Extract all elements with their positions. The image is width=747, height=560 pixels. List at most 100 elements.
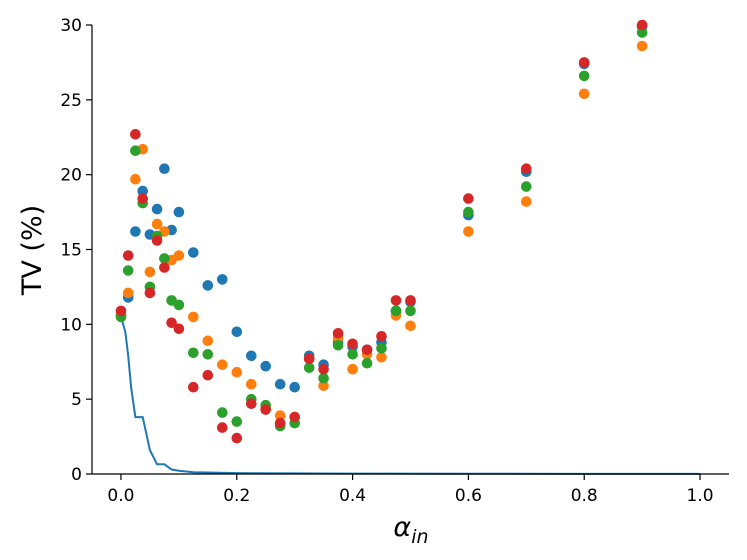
scatter-point [274,417,286,429]
scatter-point [173,299,185,311]
scatter-point [318,363,329,375]
scatter-point [231,416,243,427]
scatter-point [144,287,156,299]
scatter-point [405,320,416,332]
scatter-point [521,181,532,192]
scatter-point [636,27,648,38]
scatter-point [376,352,387,363]
scatter-point [173,323,185,335]
scatter-point [173,206,185,218]
scatter-point [202,280,214,291]
scatter-point [361,344,373,356]
y-tick-label: 10 [60,315,82,335]
scatter-point [521,163,532,174]
scatter-series-3 [115,27,648,432]
scatter-point [246,398,257,410]
scatter-point [159,253,170,264]
scatter-point [274,378,286,390]
scatter-point [231,366,243,378]
scatter-point [405,305,416,317]
x-axis-title-symbol: α [393,512,411,543]
scatter-point [231,326,243,338]
scatter-point [463,206,474,218]
scatter-point [636,40,648,52]
scatter-point [318,380,329,392]
scatter-point [130,173,141,185]
scatter-point [130,129,141,140]
scatter-point [188,347,199,359]
scatter-point [318,372,329,384]
scatter-point [188,247,199,258]
scatter-point [246,378,257,390]
scatter-point [151,218,163,230]
scatter-point [405,295,416,306]
scatter-point [347,338,358,350]
scatter-point [217,359,228,371]
scatter-point [217,274,228,285]
y-tick-label: 0 [71,465,82,485]
scatter-point [217,407,228,418]
scatter-point [137,193,148,204]
x-axis-title: αin [393,512,428,548]
scatter-point [115,305,127,317]
y-tick-label: 30 [60,16,82,36]
scatter-point [260,404,272,415]
scatter-series-4 [115,19,648,444]
scatter-point [390,305,402,317]
scatter-point [130,226,141,237]
scatter-point [463,193,474,204]
scatter-point [151,235,163,246]
scatter-point [122,265,134,276]
scatter-series-2 [115,40,648,423]
scatter-point [188,381,199,393]
x-tick-label: 0.4 [339,486,366,506]
scatter-point [159,163,170,174]
scatter-point [463,226,474,237]
scatter-point [390,295,402,306]
y-tick-label: 5 [71,390,82,410]
scatter-point [521,196,532,207]
scatter-point [122,287,134,299]
plot-area [115,19,700,475]
y-tick-label: 15 [60,241,82,261]
y-tick-label: 25 [60,91,82,111]
scatter-point [347,349,358,360]
scatter-point [130,145,141,156]
scatter-point [289,381,301,393]
scatter-point [217,422,228,433]
scatter-point [376,331,387,342]
scatter-point [578,70,590,82]
scatter-point [159,262,170,273]
scatter-point [303,353,315,365]
scatter-point [144,266,156,278]
scatter-point [636,19,648,31]
scatter-point [202,335,214,347]
x-tick-label: 0.0 [107,486,134,506]
scatter-point [231,432,243,444]
scatter-point [202,349,214,360]
scatter-point [332,328,344,339]
x-tick-label: 0.8 [571,486,598,506]
scatter-point [361,357,373,369]
scatter-point [347,363,358,375]
y-axis-title: TV (%) [17,205,48,296]
scatter-point [246,350,257,362]
scatter-point [151,203,163,215]
x-axis-ticks: 0.0 0.2 0.4 0.6 0.8 1.0 [107,474,714,506]
y-tick-label: 20 [60,166,82,186]
scatter-point [578,88,590,100]
scatter-point [274,410,286,421]
x-tick-label: 1.0 [687,486,714,506]
scatter-point [332,340,344,351]
scatter-point [173,250,185,261]
x-tick-label: 0.2 [223,486,250,506]
scatter-point [376,343,387,354]
scatter-point [260,360,272,372]
scatter-point [289,411,301,423]
y-axis-ticks: 0 5 10 15 20 25 30 [60,16,92,485]
scatter-point [122,250,134,261]
scatter-point [166,317,177,329]
scatter-point [202,369,214,381]
x-tick-label: 0.6 [455,486,482,506]
